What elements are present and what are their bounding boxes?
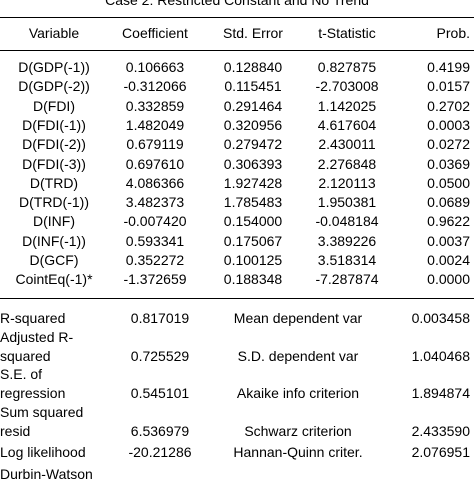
coefficient-cell: 0.679119 [126, 136, 184, 153]
coefficient-cell: 0.593341 [125, 232, 185, 249]
variable-cell: D(INF) [33, 213, 75, 230]
stat-value: 6.536979 [130, 423, 190, 439]
variable-cell: D(GDP(-2)) [18, 78, 90, 95]
coefficient-rule [0, 298, 474, 299]
header-prob: Prob. [436, 25, 470, 41]
stat-label: S.E. of [0, 366, 43, 382]
prob-cell: 0.9622 [427, 213, 470, 230]
coefficient-cell: 0.697610 [125, 155, 185, 172]
header-variable: Variable [28, 25, 80, 41]
stat-value-secondary: 1.894874 [411, 385, 470, 401]
std-error-cell: 0.320956 [223, 116, 283, 133]
variable-cell: D(TRD(-1)) [19, 194, 89, 211]
coefficient-cell: 0.106663 [125, 59, 185, 75]
std-error-cell: 0.188348 [223, 271, 283, 288]
stat-value: 0.817019 [130, 310, 190, 326]
stat-label: squared [0, 348, 51, 364]
coefficient-cell: 1.482049 [125, 116, 185, 133]
stat-label-secondary: Schwarz criterion [244, 423, 352, 439]
header-t-statistic: t-Statistic [318, 25, 376, 41]
stat-label: Sum squared [0, 404, 84, 420]
stat-label: Adjusted R- [0, 329, 74, 345]
stat-label-secondary: Akaike info criterion [236, 385, 360, 401]
coefficient-cell: 3.482373 [125, 194, 185, 211]
stat-label-secondary: Mean dependent var [233, 310, 363, 326]
stat-value-secondary: 2.433590 [411, 423, 470, 439]
variable-cell: D(FDI(-3)) [22, 155, 86, 172]
variable-cell: D(FDI) [33, 97, 75, 114]
prob-cell: 0.0500 [427, 174, 470, 191]
t-statistic-cell: 4.617604 [317, 116, 377, 133]
std-error-cell: 1.785483 [223, 194, 283, 211]
variable-cell: D(GCF) [29, 252, 79, 268]
std-error-cell: 0.128840 [223, 59, 283, 75]
std-error-cell: 0.279472 [223, 136, 283, 153]
stat-value-secondary: 2.076951 [411, 444, 470, 460]
stat-value-secondary: 1.040468 [411, 348, 470, 364]
variable-cell: D(FDI(-2)) [22, 136, 86, 153]
prob-cell: 0.0003 [427, 116, 470, 133]
table-caption: Case 2: Restricted Constant and No Trend [105, 0, 369, 8]
t-statistic-cell: 1.142025 [317, 97, 377, 114]
t-statistic-cell: 3.389226 [317, 232, 377, 249]
prob-cell: 0.0000 [427, 271, 470, 288]
std-error-cell: 0.115451 [224, 78, 282, 95]
header-std-error: Std. Error [223, 25, 283, 41]
coefficient-cell: -1.372659 [123, 271, 187, 288]
stat-label: regression [0, 385, 66, 401]
stat-label-secondary: Hannan-Quinn criter. [233, 444, 363, 460]
std-error-cell: 1.927428 [223, 174, 283, 191]
prob-cell: 0.0272 [427, 136, 470, 153]
std-error-cell: 0.154000 [223, 213, 283, 230]
variable-cell: D(INF(-1)) [22, 232, 86, 249]
variable-cell: CointEq(-1)* [15, 271, 93, 288]
coefficient-cell: 0.332859 [125, 97, 185, 114]
stat-label: Durbin-Watson [0, 466, 93, 482]
coefficient-cell: 4.086366 [125, 174, 185, 191]
std-error-cell: 0.175067 [223, 232, 283, 249]
stat-value-secondary: 0.003458 [411, 310, 470, 326]
prob-cell: 0.0157 [427, 78, 470, 95]
t-statistic-cell: -7.287874 [315, 271, 379, 288]
std-error-cell: 0.291464 [223, 97, 283, 114]
prob-cell: 0.0024 [427, 252, 470, 268]
std-error-cell: 0.306393 [223, 155, 283, 172]
variable-cell: D(GDP(-1)) [18, 59, 90, 75]
prob-cell: 0.0369 [427, 155, 470, 172]
coefficient-cell: -0.007420 [123, 213, 187, 230]
coefficient-cell: 0.352272 [125, 252, 185, 268]
variable-cell: D(FDI(-1)) [22, 116, 86, 133]
t-statistic-cell: -2.703008 [315, 78, 379, 95]
stat-label: resid [0, 423, 31, 439]
stat-label: R-squared [0, 310, 66, 326]
top-rule [0, 17, 474, 18]
t-statistic-cell: 2.120113 [318, 174, 376, 191]
stat-label: Log likelihood [0, 444, 86, 460]
header-rule [0, 50, 474, 51]
t-statistic-cell: 0.827875 [317, 59, 377, 75]
stat-value: 0.725529 [130, 348, 190, 364]
prob-cell: 0.0689 [427, 194, 470, 211]
t-statistic-cell: 1.950381 [317, 194, 377, 211]
t-statistic-cell: 2.276848 [317, 155, 377, 172]
coefficient-cell: -0.312066 [123, 78, 187, 95]
stat-value: 0.545101 [130, 385, 190, 401]
prob-cell: 0.2702 [427, 97, 470, 114]
prob-cell: 0.0037 [427, 232, 470, 249]
stat-label-secondary: S.D. dependent var [237, 348, 359, 364]
std-error-cell: 0.100125 [223, 252, 283, 268]
t-statistic-cell: 2.430011 [318, 136, 376, 153]
t-statistic-cell: -0.048184 [315, 213, 379, 230]
header-coefficient: Coefficient [122, 25, 188, 41]
prob-cell: 0.4199 [427, 59, 470, 75]
t-statistic-cell: 3.518314 [317, 252, 377, 268]
stat-value: -20.21286 [128, 444, 192, 460]
variable-cell: D(TRD) [29, 174, 79, 191]
